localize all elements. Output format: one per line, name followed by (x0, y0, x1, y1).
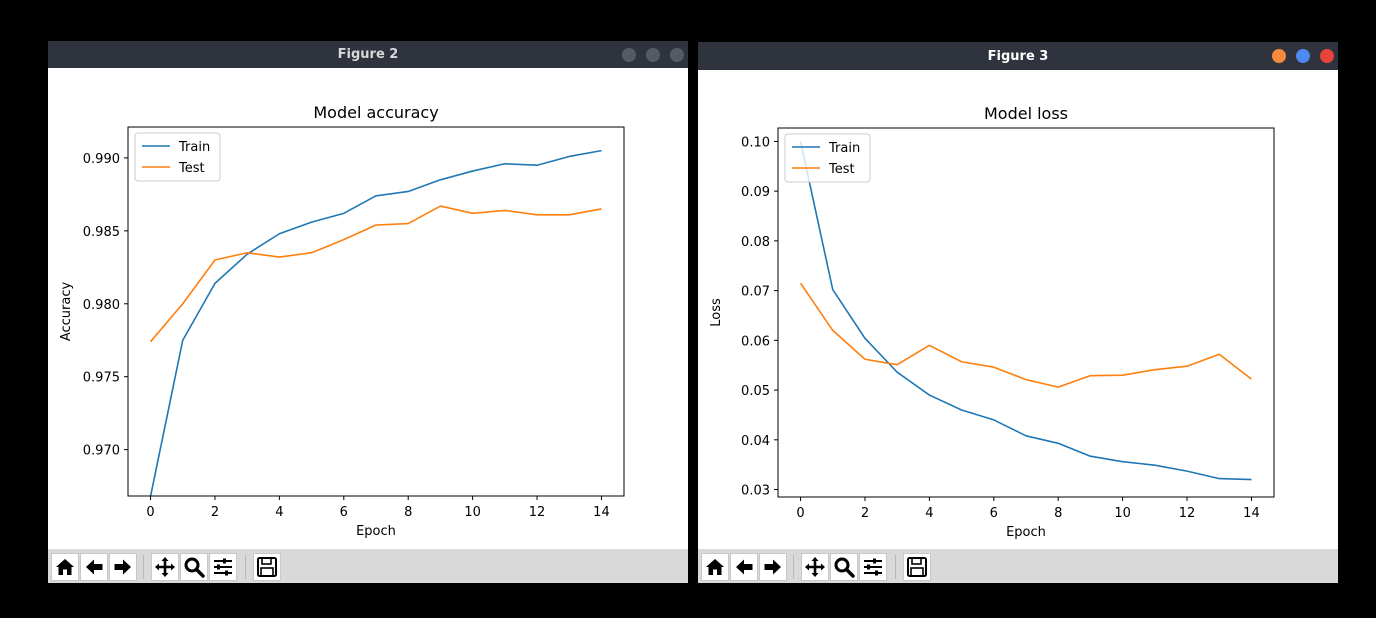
home-icon (56, 559, 74, 575)
close-button[interactable] (670, 47, 684, 62)
x-axis-label: Epoch (356, 524, 396, 539)
titlebar[interactable]: Figure 2 (48, 41, 688, 68)
pan-icon (155, 557, 175, 577)
legend-label: Test (828, 162, 855, 177)
forward-icon (114, 559, 131, 575)
legend-box (784, 133, 871, 183)
back-button[interactable] (730, 553, 758, 581)
series-line-test (149, 205, 602, 343)
x-tick-label: 2 (861, 506, 869, 521)
x-axis-label: Epoch (1006, 525, 1046, 540)
series-line-test (799, 282, 1252, 388)
x-tick-label: 10 (464, 505, 481, 520)
home-button[interactable] (51, 553, 79, 581)
y-tick-label: 0.10 (741, 135, 770, 150)
x-tick-label: 0 (146, 505, 154, 520)
y-axis-label: Accuracy (59, 282, 74, 342)
x-tick-label: 8 (1054, 506, 1062, 521)
home-icon (706, 559, 724, 575)
y-tick-label: 0.970 (83, 444, 120, 459)
window-title: Figure 2 (337, 47, 399, 62)
save-icon (257, 557, 277, 577)
y-tick-label: 0.03 (741, 484, 770, 499)
pan-icon (805, 557, 825, 577)
toolbar-separator (895, 555, 896, 579)
plot-area: Model accuracy 0 2 4 6 8 10 12 14 0.970 0.975 0.980… (48, 69, 688, 549)
x-tick-label: 2 (211, 505, 219, 520)
y-tick-label: 0.990 (83, 152, 120, 167)
zoom-icon (834, 557, 855, 578)
x-tick-label: 8 (404, 505, 412, 520)
legend-label: Test (178, 161, 205, 176)
close-button[interactable] (1320, 49, 1334, 63)
back-icon (86, 559, 103, 575)
x-tick-label: 14 (1243, 506, 1260, 521)
zoom-icon (184, 557, 205, 578)
maximize-button[interactable] (1296, 49, 1310, 63)
titlebar[interactable]: Figure 3 (698, 42, 1338, 70)
forward-button[interactable] (109, 553, 137, 581)
toolbar-separator (245, 555, 246, 579)
toolbar-separator (793, 555, 794, 579)
toolbar-separator (143, 555, 144, 579)
y-tick-label: 0.980 (83, 298, 120, 313)
y-tick-label: 0.07 (741, 285, 770, 300)
y-tick-label: 0.08 (741, 235, 770, 250)
pan-button[interactable] (801, 553, 829, 581)
plot-area: Model loss 0 2 4 6 8 10 12 14 0.03 0.04 0.05 0.06 0.0… (698, 70, 1338, 550)
subplots-button[interactable] (209, 553, 237, 581)
chart-title: Model loss (984, 104, 1068, 123)
loss-chart: Model loss 0 2 4 6 8 10 12 14 0.03 0.04 0.05 0.06 0.0… (709, 104, 1275, 540)
minimize-button[interactable] (1272, 49, 1286, 63)
zoom-button[interactable] (830, 553, 858, 581)
axes-frame (777, 127, 1275, 498)
forward-button[interactable] (759, 553, 787, 581)
subplots-icon (214, 558, 232, 576)
legend: Train Test (134, 132, 221, 182)
back-button[interactable] (80, 553, 108, 581)
figure-2-window: Figure 2 Model accuracy 0 2 4 6 8 10 12 14 0.970 0… (48, 41, 688, 583)
save-button[interactable] (253, 553, 281, 581)
y-tick-label: 0.05 (741, 384, 770, 399)
save-icon (907, 557, 927, 577)
forward-icon (764, 559, 781, 575)
figure-3-window: Figure 3 Model loss 0 2 4 6 8 10 12 14 0.03 0.04 0.… (698, 42, 1338, 583)
legend-label: Train (828, 141, 860, 156)
series-line-train (799, 141, 1252, 481)
chart-title: Model accuracy (313, 103, 438, 122)
x-tick-label: 6 (340, 505, 348, 520)
x-tick-label: 0 (796, 506, 804, 521)
subplots-icon (864, 558, 882, 576)
x-tick-label: 10 (1114, 506, 1131, 521)
y-axis-label: Loss (709, 298, 724, 327)
x-tick-label: 4 (925, 506, 933, 521)
x-tick-label: 12 (1179, 506, 1196, 521)
x-tick-label: 6 (990, 506, 998, 521)
legend: Train Test (784, 133, 871, 183)
accuracy-chart: Model accuracy 0 2 4 6 8 10 12 14 0.970 0.975 0.980… (59, 103, 625, 539)
minimize-button[interactable] (622, 47, 636, 62)
y-tick-label: 0.975 (83, 371, 120, 386)
legend-label: Train (178, 140, 210, 155)
x-tick-label: 14 (593, 505, 610, 520)
y-tick-label: 0.04 (741, 434, 770, 449)
toolbar (698, 549, 1338, 583)
y-tick-label: 0.06 (741, 334, 770, 349)
save-button[interactable] (903, 553, 931, 581)
y-tick-label: 0.985 (83, 225, 120, 240)
x-tick-label: 4 (275, 505, 283, 520)
x-tick-label: 12 (529, 505, 546, 520)
window-title: Figure 3 (987, 48, 1049, 64)
series-line-train (149, 149, 602, 497)
legend-box (134, 132, 221, 182)
y-tick-label: 0.09 (741, 185, 770, 200)
pan-button[interactable] (151, 553, 179, 581)
toolbar (48, 549, 688, 583)
subplots-button[interactable] (859, 553, 887, 581)
back-icon (736, 559, 753, 575)
zoom-button[interactable] (180, 553, 208, 581)
maximize-button[interactable] (646, 47, 660, 62)
home-button[interactable] (701, 553, 729, 581)
axes-frame (127, 126, 625, 497)
